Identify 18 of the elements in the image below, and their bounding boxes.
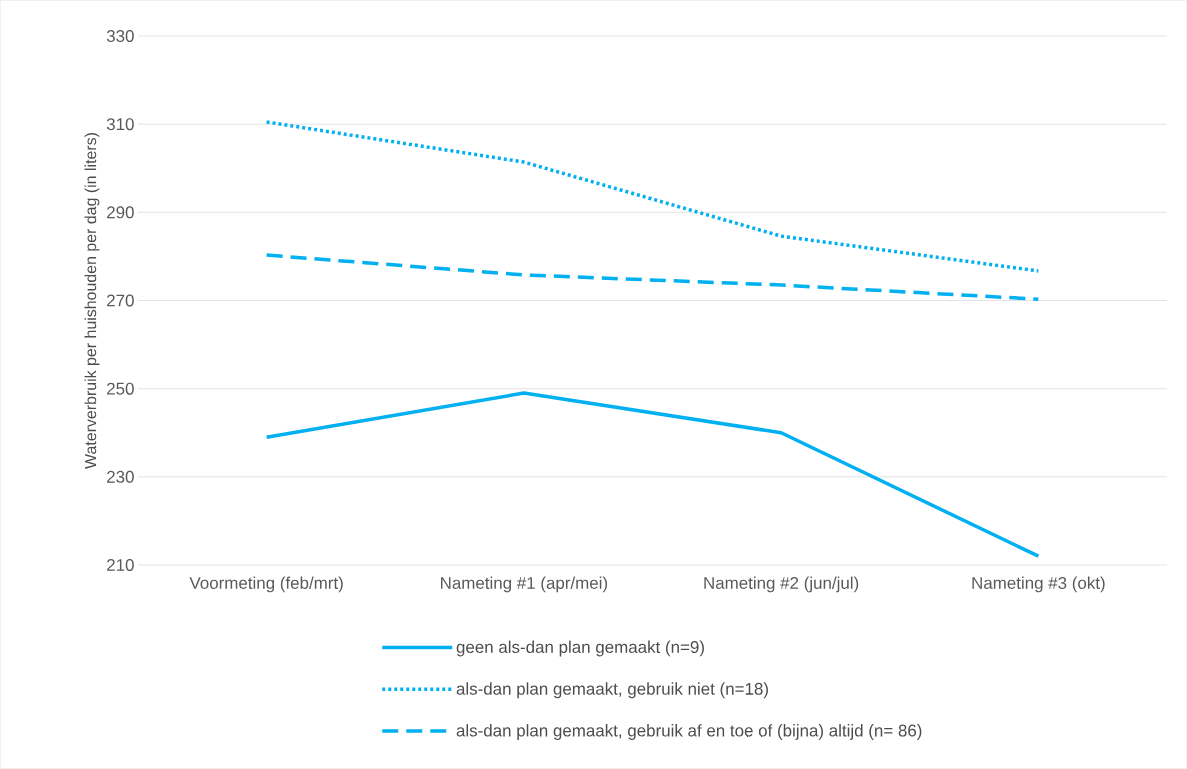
y-axis-title: Waterverbruik per huishouden per dag (in liters) (84, 133, 100, 469)
x-tick-label: Nameting #3 (okt) (972, 576, 1105, 593)
legend-label: geen als-dan plan gemaakt (n=9) (456, 640, 704, 657)
y-tick-label: 310 (106, 118, 134, 131)
y-tick-label: 230 (107, 470, 134, 483)
legend-label: als-dan plan gemaakt, gebruik niet (n=18) (456, 682, 768, 699)
line-series (264, 391, 1041, 558)
y-tick-label: 330 (106, 30, 134, 42)
x-tick-label: Nameting #2 (jun/jul) (704, 576, 859, 593)
x-tick-label: Voormeting (feb/mrt) (189, 576, 343, 593)
line-series (264, 120, 1041, 273)
legend-label: als-dan plan gemaakt, gebruik af en toe of (bijna) altijd (n= 86) (456, 724, 922, 740)
y-tick-label: 250 (107, 382, 134, 395)
y-tick-label: 290 (107, 206, 134, 219)
line-series (264, 253, 1041, 301)
x-tick-label: Nameting #1 (apr/mei) (441, 576, 608, 593)
y-tick-label: 270 (107, 294, 134, 307)
y-tick-label: 210 (107, 559, 134, 571)
